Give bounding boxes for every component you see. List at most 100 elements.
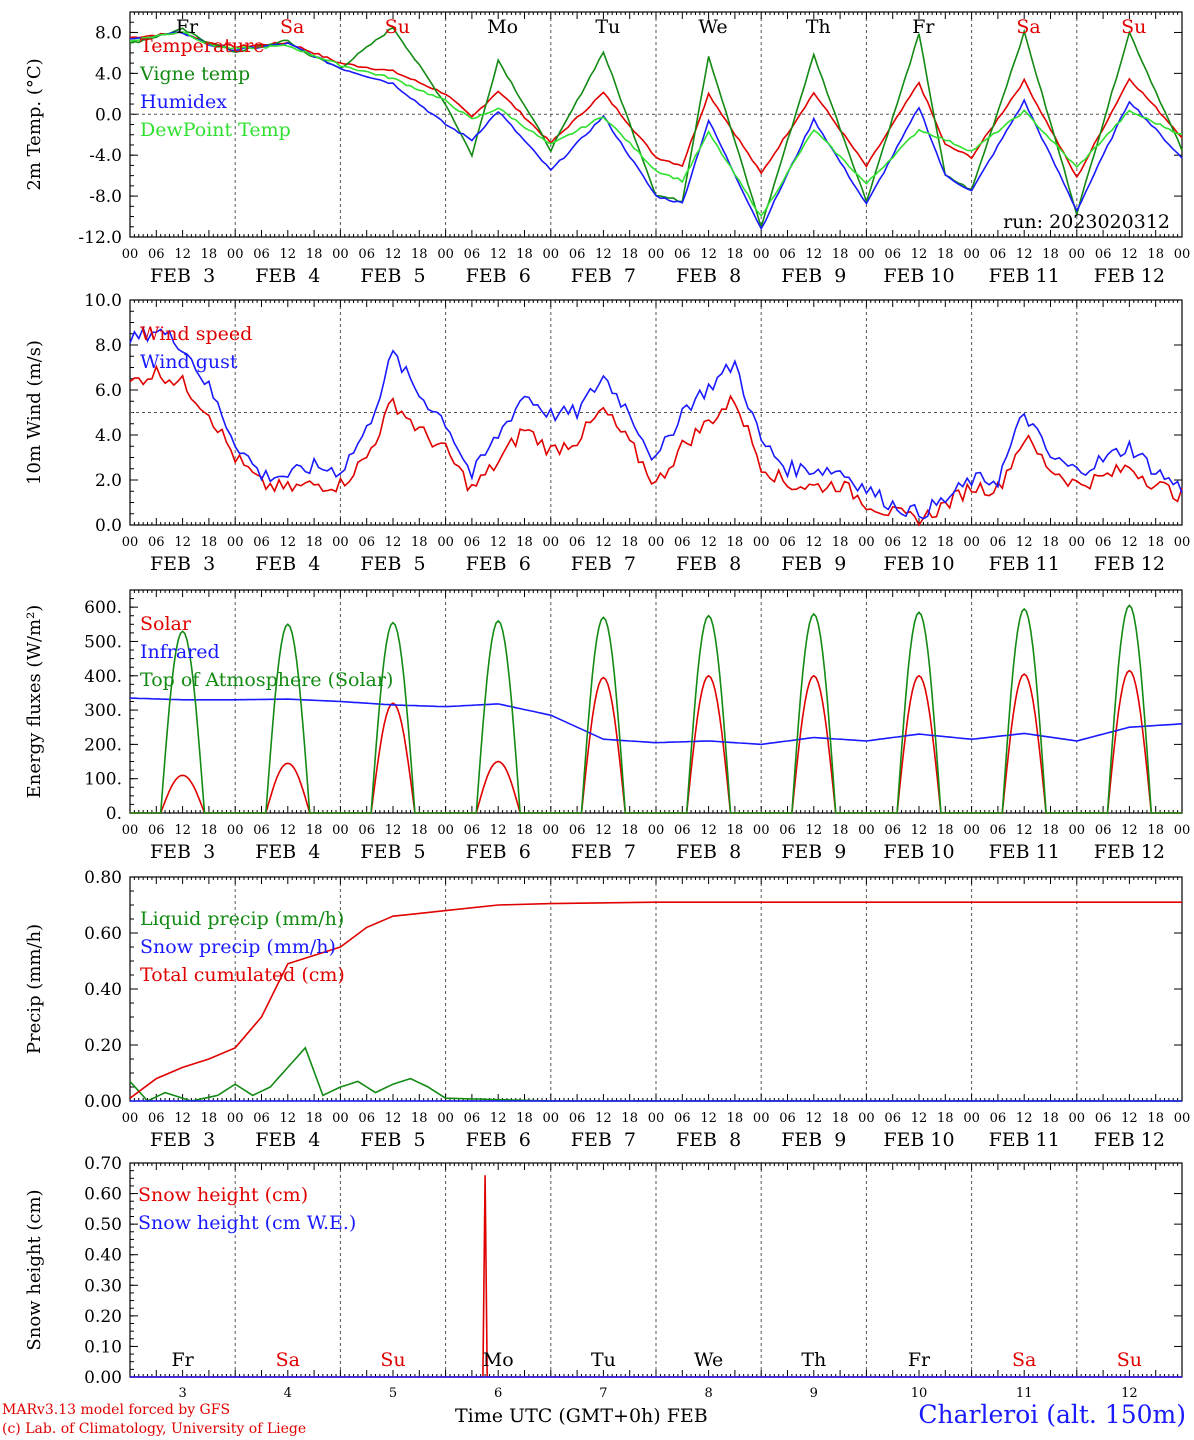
run-label: run: 2023020312 [1003,211,1170,233]
weekday-label-bottom: Su [380,1349,405,1371]
x-hour-label: 06 [464,247,481,262]
y-tick-label: 400. [84,667,122,687]
x-hour-label: 18 [1042,1111,1059,1126]
x-hour-label: 06 [148,535,165,550]
x-hour-label: 00 [1069,1111,1086,1126]
y-tick-label: 0.80 [84,868,122,888]
y-tick-label: -8.0 [89,187,122,207]
weekday-label: Sa [280,16,304,38]
series-line-1 [129,697,1183,746]
x-date-label: FEB 8 [676,265,741,287]
x-hour-label: 12 [700,823,717,838]
x-hour-label: 18 [621,823,638,838]
y-tick-label: 0.0 [95,105,122,125]
x-hour-label: 12 [911,247,928,262]
y-tick-label: 2.0 [95,471,122,491]
x-hour-label: 12 [700,1111,717,1126]
x-hour-label: 12 [700,247,717,262]
x-hour-label: 06 [884,1111,901,1126]
y-axis-label: 10m Wind (m/s) [24,340,45,485]
x-date-label: FEB 8 [676,553,741,575]
weekday-label-bottom: Fr [171,1349,194,1371]
x-hour-label: 06 [990,535,1007,550]
x-hour-label: 18 [306,535,323,550]
x-hour-label: 00 [1069,823,1086,838]
day-number: 5 [389,1386,397,1401]
day-number: 7 [599,1386,607,1401]
weekday-label-bottom: Tu [591,1349,616,1371]
x-hour-label: 06 [990,1111,1007,1126]
x-date-label: FEB 7 [571,553,636,575]
x-hour-label: 18 [411,535,428,550]
x-date-label: FEB 10 [883,841,954,863]
day-number: 3 [178,1386,186,1401]
x-hour-label: 12 [806,1111,823,1126]
x-date-label: FEB 11 [989,1129,1060,1151]
x-date-label: FEB 3 [150,841,215,863]
x-hour-label: 00 [122,247,139,262]
x-hour-label: 12 [1016,823,1033,838]
x-hour-label: 12 [1121,535,1138,550]
x-hour-label: 12 [806,535,823,550]
x-hour-label: 06 [674,535,691,550]
x-hour-label: 12 [174,823,191,838]
x-hour-label: 12 [174,1111,191,1126]
y-tick-label: 0.30 [84,1276,122,1296]
x-hour-label: 12 [595,1111,612,1126]
x-hour-label: 00 [1174,1111,1191,1126]
x-hour-label: 18 [621,1111,638,1126]
legend-0: Liquid precip (mm/h) [140,908,344,930]
x-hour-label: 00 [1174,823,1191,838]
x-hour-label: 06 [779,535,796,550]
weekday-label-bottom: Fr [908,1349,931,1371]
y-tick-label: 8.0 [95,336,122,356]
x-hour-label: 00 [753,1111,770,1126]
y-tick-label: 4.0 [95,426,122,446]
x-hour-label: 06 [674,1111,691,1126]
x-hour-label: 06 [884,247,901,262]
x-hour-label: 18 [306,823,323,838]
x-hour-label: 12 [911,823,928,838]
x-hour-label: 12 [1121,1111,1138,1126]
x-date-label: FEB 9 [781,841,846,863]
x-date-label: FEB 4 [255,841,320,863]
weekday-label: We [698,16,727,38]
x-hour-label: 00 [1069,535,1086,550]
y-tick-label: 200. [84,735,122,755]
day-number: 12 [1121,1386,1138,1401]
x-hour-label: 06 [1095,823,1112,838]
weekday-label-bottom: Sa [1012,1349,1036,1371]
day-number: 6 [494,1386,502,1401]
x-hour-label: 12 [385,247,402,262]
x-hour-label: 12 [806,247,823,262]
x-hour-label: 06 [674,247,691,262]
x-hour-label: 18 [937,247,954,262]
x-date-label: FEB 10 [883,1129,954,1151]
x-date-label: FEB 7 [571,841,636,863]
y-tick-label: 0.10 [84,1337,122,1357]
x-date-label: FEB 5 [360,841,425,863]
day-number: 11 [1016,1386,1033,1401]
x-date-label: FEB 5 [360,1129,425,1151]
x-hour-label: 06 [884,823,901,838]
x-hour-label: 12 [280,535,297,550]
x-hour-label: 12 [911,1111,928,1126]
x-hour-label: 18 [516,247,533,262]
x-hour-label: 06 [884,535,901,550]
x-hour-label: 00 [227,1111,244,1126]
y-tick-label: 0.40 [84,980,122,1000]
x-date-label: FEB 8 [676,841,741,863]
x-hour-label: 06 [779,247,796,262]
y-tick-label: 0.60 [84,1185,122,1205]
x-date-label: FEB 6 [466,265,531,287]
x-hour-label: 00 [122,1111,139,1126]
x-date-label: FEB 3 [150,265,215,287]
legend-0: Snow height (cm) [138,1184,308,1206]
x-hour-label: 18 [1147,823,1164,838]
x-hour-label: 06 [779,823,796,838]
x-date-label: FEB 10 [883,553,954,575]
x-hour-label: 18 [727,535,744,550]
x-hour-label: 00 [648,535,665,550]
x-hour-label: 00 [543,247,560,262]
x-date-label: FEB 7 [571,265,636,287]
